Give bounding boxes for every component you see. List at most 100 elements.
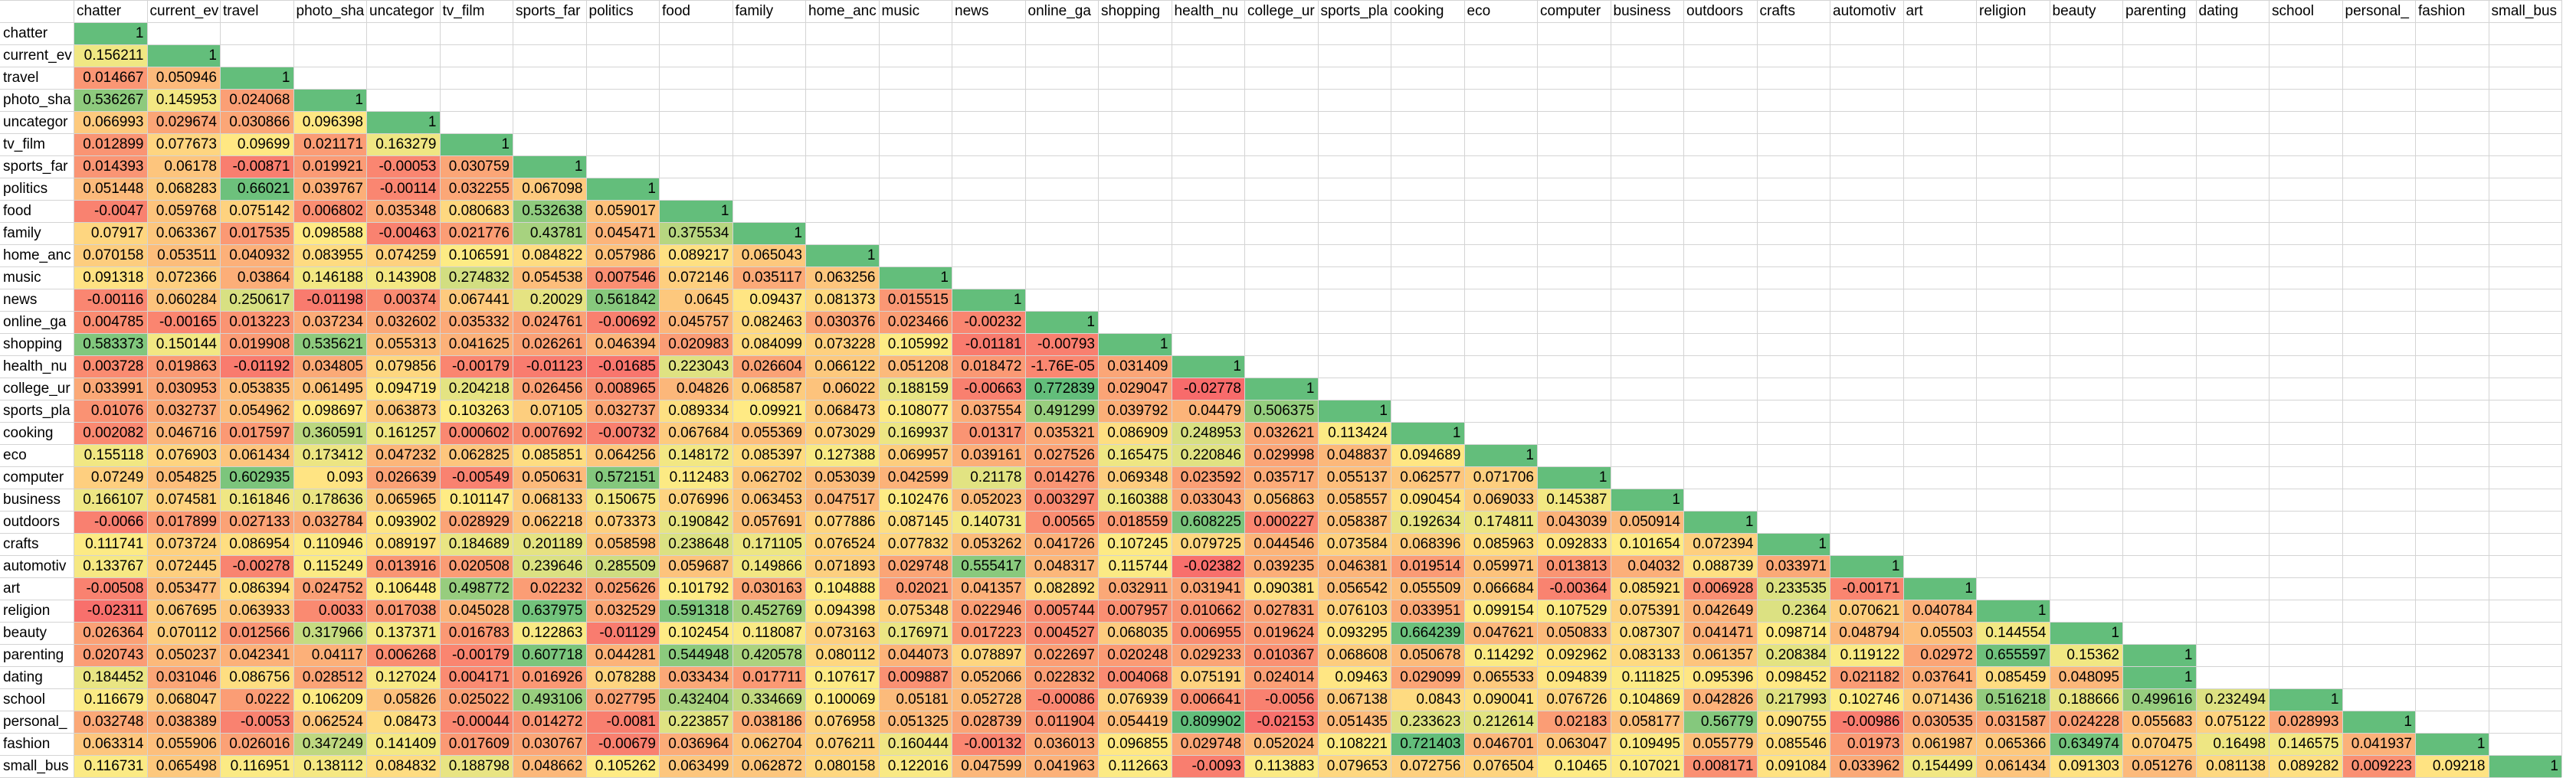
table-cell[interactable]: 0.076524 [805,533,879,555]
empty-cell[interactable] [2122,355,2196,378]
table-cell[interactable]: 1 [2122,644,2196,666]
table-cell[interactable]: 0.116731 [74,755,147,777]
empty-cell[interactable] [2488,577,2561,600]
table-cell[interactable]: 0.079856 [366,355,440,378]
empty-cell[interactable] [1463,89,1537,111]
table-cell[interactable]: -0.00692 [585,311,659,333]
empty-cell[interactable] [220,22,293,44]
empty-cell[interactable] [293,67,366,89]
table-cell[interactable]: 1 [293,89,366,111]
empty-cell[interactable] [1391,244,1464,266]
empty-cell[interactable] [2488,555,2561,577]
table-cell[interactable]: 0.014272 [513,711,586,733]
empty-cell[interactable] [1463,422,1537,444]
table-cell[interactable]: 0.100069 [805,688,879,711]
empty-cell[interactable] [2488,688,2561,711]
empty-cell[interactable] [659,67,732,89]
empty-cell[interactable] [2269,67,2342,89]
empty-cell[interactable] [2122,600,2196,622]
table-cell[interactable]: 1 [2342,711,2415,733]
table-cell[interactable]: 0.014393 [74,155,147,178]
table-cell[interactable]: 0.178636 [293,489,366,511]
empty-cell[interactable] [2342,489,2415,511]
table-cell[interactable]: 0.020743 [74,644,147,666]
empty-cell[interactable] [1830,489,1903,511]
empty-cell[interactable] [2049,133,2122,155]
empty-cell[interactable] [1171,44,1244,67]
table-cell[interactable]: 0.285509 [585,555,659,577]
empty-cell[interactable] [2269,489,2342,511]
table-cell[interactable]: 0.098714 [1756,622,1830,644]
empty-cell[interactable] [2049,533,2122,555]
empty-cell[interactable] [2342,422,2415,444]
table-cell[interactable]: 0.238648 [659,533,732,555]
row-header[interactable]: eco [0,444,74,466]
empty-cell[interactable] [1391,355,1464,378]
empty-cell[interactable] [1903,533,1976,555]
empty-cell[interactable] [1903,422,1976,444]
row-header[interactable]: shopping [0,333,74,355]
table-cell[interactable]: 0.031046 [146,666,220,688]
table-cell[interactable]: 0.026261 [513,333,586,355]
table-cell[interactable]: 0.020508 [439,555,513,577]
table-cell[interactable]: 0.061987 [1903,733,1976,755]
table-cell[interactable]: 0.055683 [2122,711,2196,733]
table-cell[interactable]: 0.156211 [74,44,147,67]
table-cell[interactable]: 0.055779 [1683,733,1757,755]
empty-cell[interactable] [805,178,879,200]
empty-cell[interactable] [805,200,879,222]
row-header[interactable]: family [0,222,74,244]
row-header[interactable]: travel [0,67,74,89]
row-header[interactable]: automotiv [0,555,74,577]
empty-cell[interactable] [1610,111,1683,133]
empty-cell[interactable] [1830,44,1903,67]
empty-cell[interactable] [1463,289,1537,311]
table-cell[interactable]: 0.053262 [952,533,1025,555]
table-cell[interactable]: -0.00278 [220,555,293,577]
table-cell[interactable]: 0.040784 [1903,600,1976,622]
empty-cell[interactable] [585,44,659,67]
empty-cell[interactable] [2049,422,2122,444]
table-cell[interactable]: 0.073163 [805,622,879,644]
table-cell[interactable]: 0.048662 [513,755,586,777]
table-cell[interactable]: 0.041726 [1024,533,1098,555]
column-header[interactable]: dating [2195,0,2269,22]
table-cell[interactable]: 0.027795 [585,688,659,711]
empty-cell[interactable] [1171,266,1244,289]
table-cell[interactable]: 0.017609 [439,733,513,755]
empty-cell[interactable] [585,133,659,155]
empty-cell[interactable] [2342,644,2415,666]
empty-cell[interactable] [2415,600,2489,622]
empty-cell[interactable] [878,44,952,67]
empty-cell[interactable] [1830,133,1903,155]
column-header[interactable]: college_ur [1244,0,1318,22]
column-header[interactable]: online_ga [1024,0,1098,22]
table-cell[interactable]: 0.094839 [1537,666,1611,688]
table-cell[interactable]: 0.055137 [1317,466,1391,489]
table-cell[interactable]: 1 [1537,466,1611,489]
empty-cell[interactable] [2195,289,2269,311]
table-cell[interactable]: 0.003297 [1024,489,1098,511]
table-cell[interactable]: 0.071436 [1903,688,1976,711]
empty-cell[interactable] [1463,355,1537,378]
table-cell[interactable]: 0.113883 [1244,755,1318,777]
empty-cell[interactable] [2342,89,2415,111]
table-cell[interactable]: 0.111741 [74,533,147,555]
empty-cell[interactable] [2415,222,2489,244]
table-cell[interactable]: -0.02382 [1171,555,1244,577]
table-cell[interactable]: 0.184452 [74,666,147,688]
empty-cell[interactable] [1391,44,1464,67]
empty-cell[interactable] [1903,555,1976,577]
empty-cell[interactable] [2195,355,2269,378]
table-cell[interactable]: 0.037641 [1903,666,1976,688]
empty-cell[interactable] [1903,511,1976,533]
table-cell[interactable]: 0.102454 [659,622,732,644]
table-cell[interactable]: 0.028512 [293,666,366,688]
empty-cell[interactable] [952,44,1025,67]
table-cell[interactable]: 0.073373 [585,511,659,533]
empty-cell[interactable] [1976,222,2050,244]
empty-cell[interactable] [2122,466,2196,489]
empty-cell[interactable] [2195,244,2269,266]
empty-cell[interactable] [1244,111,1318,133]
empty-cell[interactable] [1317,178,1391,200]
